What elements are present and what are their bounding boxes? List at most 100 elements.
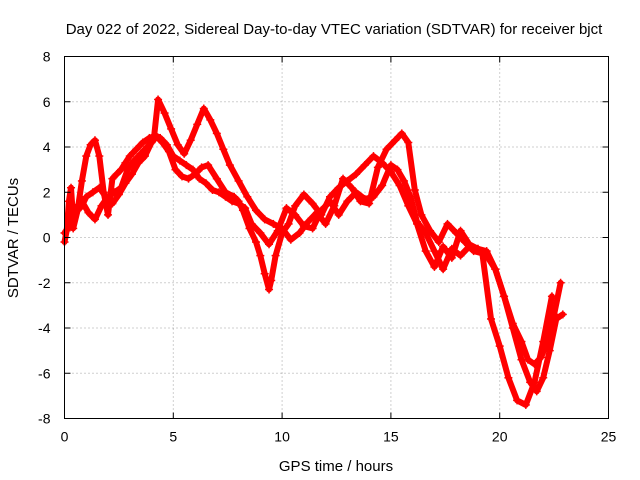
- x-tick-label: 5: [169, 429, 177, 445]
- data-point: [439, 265, 448, 274]
- data-point: [143, 143, 152, 151]
- y-tick-label: 0: [43, 230, 51, 246]
- data-point: [265, 285, 274, 294]
- data-point: [260, 269, 269, 278]
- data-point: [491, 265, 500, 274]
- data-point: [452, 228, 461, 237]
- data-point: [136, 149, 145, 158]
- data-point: [82, 192, 91, 201]
- y-axis-label: SDTVAR / TECUs: [5, 178, 22, 298]
- data-point: [291, 201, 300, 210]
- data-point: [90, 215, 99, 224]
- data-point: [430, 247, 439, 256]
- data-point: [508, 319, 517, 328]
- data-point: [399, 176, 408, 185]
- data-point: [67, 219, 76, 228]
- data-point: [352, 170, 361, 179]
- data-point: [486, 314, 495, 323]
- data-point: [132, 145, 141, 154]
- y-tick-label: 4: [43, 139, 51, 155]
- data-point: [447, 244, 456, 253]
- data-point: [406, 192, 415, 201]
- data-point: [171, 165, 180, 174]
- data-point: [539, 337, 548, 346]
- data-point: [123, 165, 132, 174]
- data-point: [67, 183, 76, 192]
- data-point: [521, 400, 530, 409]
- data-point: [184, 174, 193, 183]
- gridlines: [64, 56, 609, 419]
- axis-ticks: 0 5 10 15 20 25 -8 -6 -4 -2 0 2 4 6 8: [38, 49, 616, 445]
- data-point: [356, 197, 365, 206]
- y-tick-label: 2: [43, 184, 51, 200]
- data-point: [460, 238, 469, 247]
- data-point: [108, 174, 117, 183]
- data-point: [82, 152, 91, 161]
- data-point: [86, 140, 95, 149]
- data-point: [206, 115, 215, 124]
- x-tick-label: 25: [601, 429, 617, 445]
- data-point: [97, 201, 106, 210]
- data-point: [421, 247, 430, 256]
- data-point: [439, 242, 448, 251]
- x-tick-label: 15: [383, 429, 399, 445]
- data-point: [547, 292, 556, 301]
- data-point: [334, 210, 343, 219]
- data-point: [160, 109, 169, 118]
- data-point: [308, 199, 317, 208]
- data-point: [71, 204, 80, 213]
- data-point: [167, 124, 176, 133]
- data-point: [219, 145, 228, 154]
- data-point: [278, 224, 287, 233]
- data-point: [138, 138, 147, 147]
- data-point: [545, 346, 554, 355]
- data-point: [410, 185, 419, 194]
- data-point: [212, 129, 221, 138]
- data-point: [373, 163, 382, 172]
- y-tick-label: 8: [43, 49, 51, 65]
- data-point: [282, 204, 291, 213]
- data-point: [382, 145, 391, 154]
- series-line-trace-c: [68, 96, 555, 408]
- data-point: [212, 174, 221, 183]
- data-point: [208, 185, 217, 194]
- data-point: [397, 129, 406, 138]
- data-point: [228, 197, 237, 206]
- data-point: [321, 219, 330, 228]
- data-point: [556, 278, 565, 287]
- data-point: [260, 215, 269, 224]
- data-point: [117, 183, 126, 192]
- data-point: [104, 210, 113, 219]
- data-point: [225, 161, 234, 170]
- data-point: [110, 188, 119, 197]
- data-point: [434, 238, 443, 247]
- data-point: [404, 138, 413, 147]
- data-point: [175, 156, 184, 165]
- data-point: [247, 219, 256, 228]
- data-point: [221, 192, 230, 201]
- x-tick-label: 20: [492, 429, 508, 445]
- data-point: [64, 197, 73, 206]
- data-point: [500, 292, 509, 301]
- data-point: [291, 210, 300, 219]
- data-point: [360, 161, 369, 170]
- data-point: [308, 224, 317, 233]
- data-point: [112, 170, 121, 179]
- data-point: [339, 174, 348, 183]
- data-point: [504, 373, 513, 382]
- data-point: [182, 161, 191, 170]
- data-point: [330, 201, 339, 210]
- data-point: [413, 217, 422, 226]
- data-point: [201, 179, 210, 188]
- data-point: [417, 210, 426, 219]
- data-point: [241, 204, 250, 213]
- data-point: [517, 337, 526, 346]
- data-point: [104, 192, 113, 201]
- data-point: [286, 235, 295, 244]
- data-point: [530, 378, 539, 387]
- series-layer: [60, 95, 567, 409]
- data-point: [269, 219, 278, 228]
- data-point: [295, 228, 304, 237]
- data-point: [193, 120, 202, 129]
